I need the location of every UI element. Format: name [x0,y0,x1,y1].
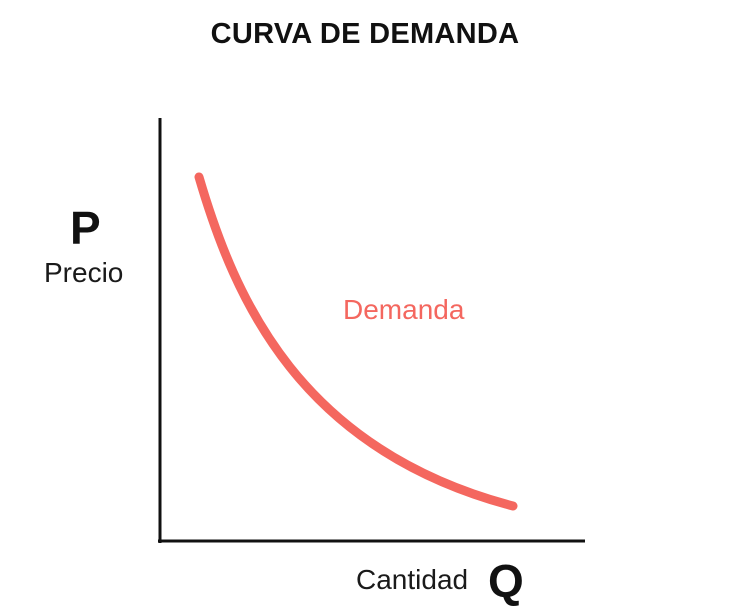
demand-curve [194,172,518,511]
x-axis-symbol: Q [488,555,524,607]
diagram-title: CURVA DE DEMANDA [210,18,520,50]
x-axis-label: Cantidad [356,564,469,595]
demand-curve-label: Demanda [343,294,465,325]
y-axis-symbol: P [70,202,101,254]
y-axis-label: Precio [44,257,124,288]
